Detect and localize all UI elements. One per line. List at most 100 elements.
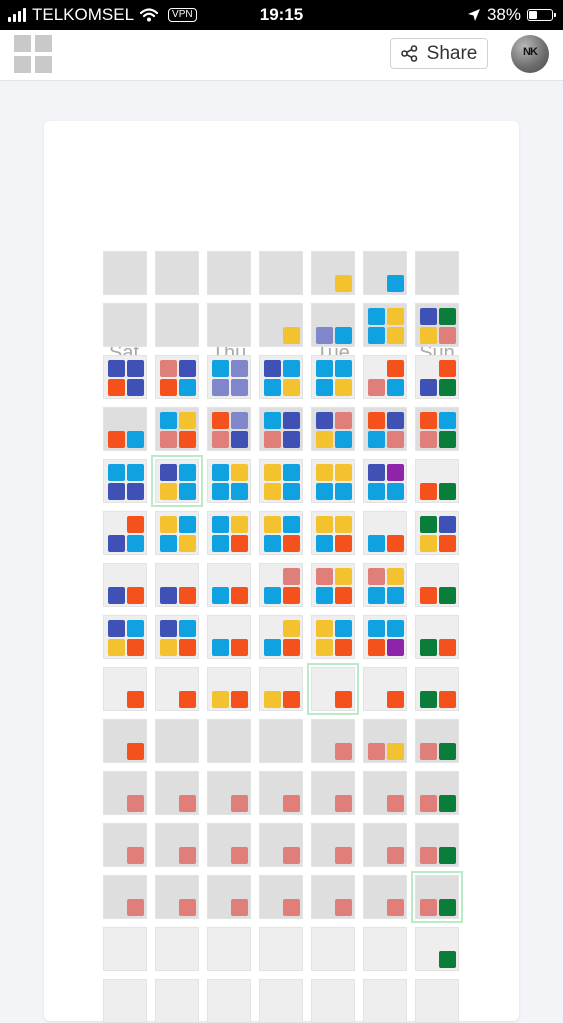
calendar-day-cell[interactable]: [259, 251, 303, 295]
calendar-day-cell[interactable]: [103, 875, 147, 919]
calendar-day-cell[interactable]: [311, 719, 355, 763]
calendar-day-cell[interactable]: [415, 303, 459, 347]
calendar-day-cell[interactable]: [207, 407, 251, 451]
calendar-day-cell[interactable]: [207, 615, 251, 659]
calendar-day-cell[interactable]: [259, 719, 303, 763]
calendar-day-cell[interactable]: [259, 303, 303, 347]
calendar-day-cell[interactable]: [311, 875, 355, 919]
calendar-day-cell[interactable]: [207, 875, 251, 919]
calendar-day-cell[interactable]: [259, 823, 303, 867]
calendar-day-cell[interactable]: [363, 355, 407, 399]
calendar-day-cell[interactable]: [155, 667, 199, 711]
calendar-day-cell[interactable]: [363, 251, 407, 295]
calendar-day-cell[interactable]: [415, 823, 459, 867]
calendar-day-cell[interactable]: [415, 511, 459, 555]
calendar-day-cell[interactable]: [151, 455, 203, 507]
calendar-day-cell[interactable]: [259, 771, 303, 815]
calendar-day-cell[interactable]: [363, 927, 407, 971]
calendar-day-cell[interactable]: [415, 615, 459, 659]
calendar-day-cell[interactable]: [207, 303, 251, 347]
calendar-day-cell[interactable]: [103, 459, 147, 503]
calendar-day-cell[interactable]: [155, 719, 199, 763]
calendar-day-cell[interactable]: [311, 459, 355, 503]
calendar-day-cell[interactable]: [363, 719, 407, 763]
calendar-day-cell[interactable]: [259, 927, 303, 971]
calendar-day-cell[interactable]: [363, 667, 407, 711]
calendar-day-cell[interactable]: [207, 927, 251, 971]
calendar-day-cell[interactable]: [155, 407, 199, 451]
calendar-day-cell[interactable]: [415, 719, 459, 763]
calendar-day-cell[interactable]: [155, 615, 199, 659]
calendar-day-cell[interactable]: [103, 407, 147, 451]
calendar-day-cell[interactable]: [311, 771, 355, 815]
calendar-day-cell[interactable]: [103, 667, 147, 711]
calendar-day-cell[interactable]: [363, 875, 407, 919]
calendar-day-cell[interactable]: [363, 563, 407, 607]
calendar-day-cell[interactable]: [415, 563, 459, 607]
calendar-day-cell[interactable]: [311, 563, 355, 607]
calendar-day-cell[interactable]: [207, 511, 251, 555]
calendar-day-cell[interactable]: [103, 979, 147, 1023]
calendar-day-cell[interactable]: [311, 303, 355, 347]
calendar-day-cell[interactable]: [207, 979, 251, 1023]
calendar-day-cell[interactable]: [155, 511, 199, 555]
calendar-day-cell[interactable]: [307, 663, 359, 715]
calendar-day-cell[interactable]: [311, 979, 355, 1023]
calendar-day-cell[interactable]: [207, 459, 251, 503]
calendar-day-cell[interactable]: [103, 511, 147, 555]
calendar-day-cell[interactable]: [155, 875, 199, 919]
calendar-day-cell[interactable]: [207, 563, 251, 607]
calendar-day-cell[interactable]: [207, 719, 251, 763]
calendar-day-cell[interactable]: [415, 771, 459, 815]
calendar-day-cell[interactable]: [259, 667, 303, 711]
calendar-day-cell[interactable]: [311, 823, 355, 867]
calendar-day-cell[interactable]: [415, 459, 459, 503]
calendar-day-cell[interactable]: [155, 303, 199, 347]
calendar-day-cell[interactable]: [363, 407, 407, 451]
calendar-day-cell[interactable]: [363, 615, 407, 659]
calendar-day-cell[interactable]: [103, 615, 147, 659]
avatar[interactable]: NK: [511, 35, 549, 73]
calendar-day-cell[interactable]: [259, 511, 303, 555]
calendar-day-cell[interactable]: [155, 927, 199, 971]
calendar-day-cell[interactable]: [103, 251, 147, 295]
calendar-day-cell[interactable]: [411, 871, 463, 923]
calendar-day-cell[interactable]: [103, 719, 147, 763]
calendar-day-cell[interactable]: [415, 355, 459, 399]
calendar-day-cell[interactable]: [259, 615, 303, 659]
calendar-day-cell[interactable]: [155, 563, 199, 607]
calendar-day-cell[interactable]: [207, 667, 251, 711]
calendar-day-cell[interactable]: [103, 771, 147, 815]
calendar-day-cell[interactable]: [207, 355, 251, 399]
calendar-day-cell[interactable]: [311, 407, 355, 451]
calendar-day-cell[interactable]: [155, 979, 199, 1023]
calendar-day-cell[interactable]: [363, 979, 407, 1023]
calendar-day-cell[interactable]: [259, 875, 303, 919]
calendar-day-cell[interactable]: [155, 251, 199, 295]
calendar-day-cell[interactable]: [259, 355, 303, 399]
calendar-day-cell[interactable]: [363, 771, 407, 815]
calendar-day-cell[interactable]: [415, 927, 459, 971]
calendar-day-cell[interactable]: [259, 407, 303, 451]
calendar-day-cell[interactable]: [155, 771, 199, 815]
calendar-day-cell[interactable]: [415, 979, 459, 1023]
calendar-day-cell[interactable]: [311, 251, 355, 295]
calendar-day-cell[interactable]: [363, 823, 407, 867]
calendar-day-cell[interactable]: [155, 355, 199, 399]
share-button[interactable]: Share: [390, 38, 488, 69]
calendar-day-cell[interactable]: [103, 927, 147, 971]
calendar-day-cell[interactable]: [415, 251, 459, 295]
calendar-day-cell[interactable]: [259, 459, 303, 503]
calendar-day-cell[interactable]: [363, 511, 407, 555]
calendar-day-cell[interactable]: [363, 303, 407, 347]
grid-icon[interactable]: [14, 35, 52, 73]
calendar-day-cell[interactable]: [207, 823, 251, 867]
calendar-day-cell[interactable]: [103, 563, 147, 607]
calendar-day-cell[interactable]: [415, 407, 459, 451]
calendar-day-cell[interactable]: [311, 511, 355, 555]
calendar-day-cell[interactable]: [259, 979, 303, 1023]
calendar-day-cell[interactable]: [311, 615, 355, 659]
calendar-day-cell[interactable]: [415, 667, 459, 711]
calendar-day-cell[interactable]: [311, 355, 355, 399]
calendar-day-cell[interactable]: [103, 355, 147, 399]
